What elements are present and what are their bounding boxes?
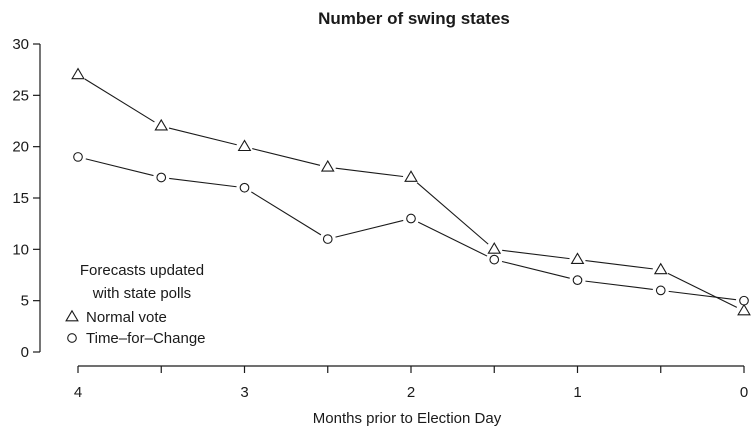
legend-title-line-1: Forecasts updated <box>80 262 204 279</box>
data-point-triangle <box>737 303 751 316</box>
data-point-circle <box>739 295 749 306</box>
series-line-segment <box>585 280 653 290</box>
data-point-circle <box>572 275 583 285</box>
legend-title-line-2: with state polls <box>92 285 191 302</box>
legend-label: Normal vote <box>86 309 167 326</box>
x-axis-label: Months prior to Election Day <box>313 410 502 427</box>
data-point-triangle <box>653 262 668 275</box>
y-tick-label: 10 <box>12 241 29 258</box>
series-line-segment <box>668 290 737 301</box>
y-tick-label: 20 <box>12 139 29 156</box>
data-point-circle <box>655 285 666 296</box>
y-tick-label: 5 <box>21 293 29 310</box>
chart-title: Number of swing states <box>318 9 510 28</box>
series-line-segment <box>251 191 322 236</box>
series-line-segment <box>85 158 154 177</box>
series-line-segment <box>168 127 237 146</box>
data-point-triangle <box>71 67 85 80</box>
series-line-segment <box>667 272 738 308</box>
x-tick-label: 4 <box>74 384 82 401</box>
series-line-segment <box>501 260 570 279</box>
data-point-triangle <box>487 242 502 254</box>
data-point-circle <box>322 234 333 244</box>
data-point-circle <box>489 254 500 265</box>
series-line-segment <box>84 78 155 123</box>
y-tick-label: 0 <box>21 344 29 361</box>
y-axis: 0 5 10 15 20 25 30 <box>12 36 41 361</box>
x-tick-label: 3 <box>240 384 248 401</box>
legend-marker-circle <box>67 333 77 343</box>
data-point-triangle <box>154 118 169 131</box>
series-circle <box>73 152 749 306</box>
series-line-segment <box>417 221 488 257</box>
data-point-triangle <box>570 252 585 264</box>
series-triangle <box>71 67 751 316</box>
data-point-triangle <box>237 139 252 152</box>
x-tick-label: 0 <box>740 384 748 401</box>
data-point-circle <box>156 172 167 183</box>
legend-marker-triangle <box>65 309 79 322</box>
data-point-triangle <box>320 159 335 172</box>
y-tick-label: 30 <box>12 36 29 53</box>
x-axis: 4 3 2 1 0 <box>74 365 748 401</box>
series-line-segment <box>169 177 237 188</box>
series-line-segment <box>335 219 404 238</box>
data-point-circle <box>406 213 416 224</box>
data-point-triangle <box>404 170 418 182</box>
series-line-segment <box>416 182 489 245</box>
series-layer <box>71 67 751 316</box>
data-point-circle <box>239 182 250 193</box>
x-tick-label: 2 <box>407 384 415 401</box>
series-line-segment <box>252 148 321 166</box>
legend: Forecasts updated with state polls Norma… <box>65 262 206 347</box>
legend-entries: Normal vote Time–for–Change <box>65 309 206 347</box>
legend-label: Time–for–Change <box>86 330 206 347</box>
series-line-segment <box>502 249 570 260</box>
y-tick-label: 15 <box>12 190 29 207</box>
series-line-segment <box>585 260 653 270</box>
data-point-circle <box>73 152 83 162</box>
x-tick-label: 1 <box>573 384 581 401</box>
y-tick-label: 25 <box>12 87 29 104</box>
series-line-segment <box>335 167 404 178</box>
